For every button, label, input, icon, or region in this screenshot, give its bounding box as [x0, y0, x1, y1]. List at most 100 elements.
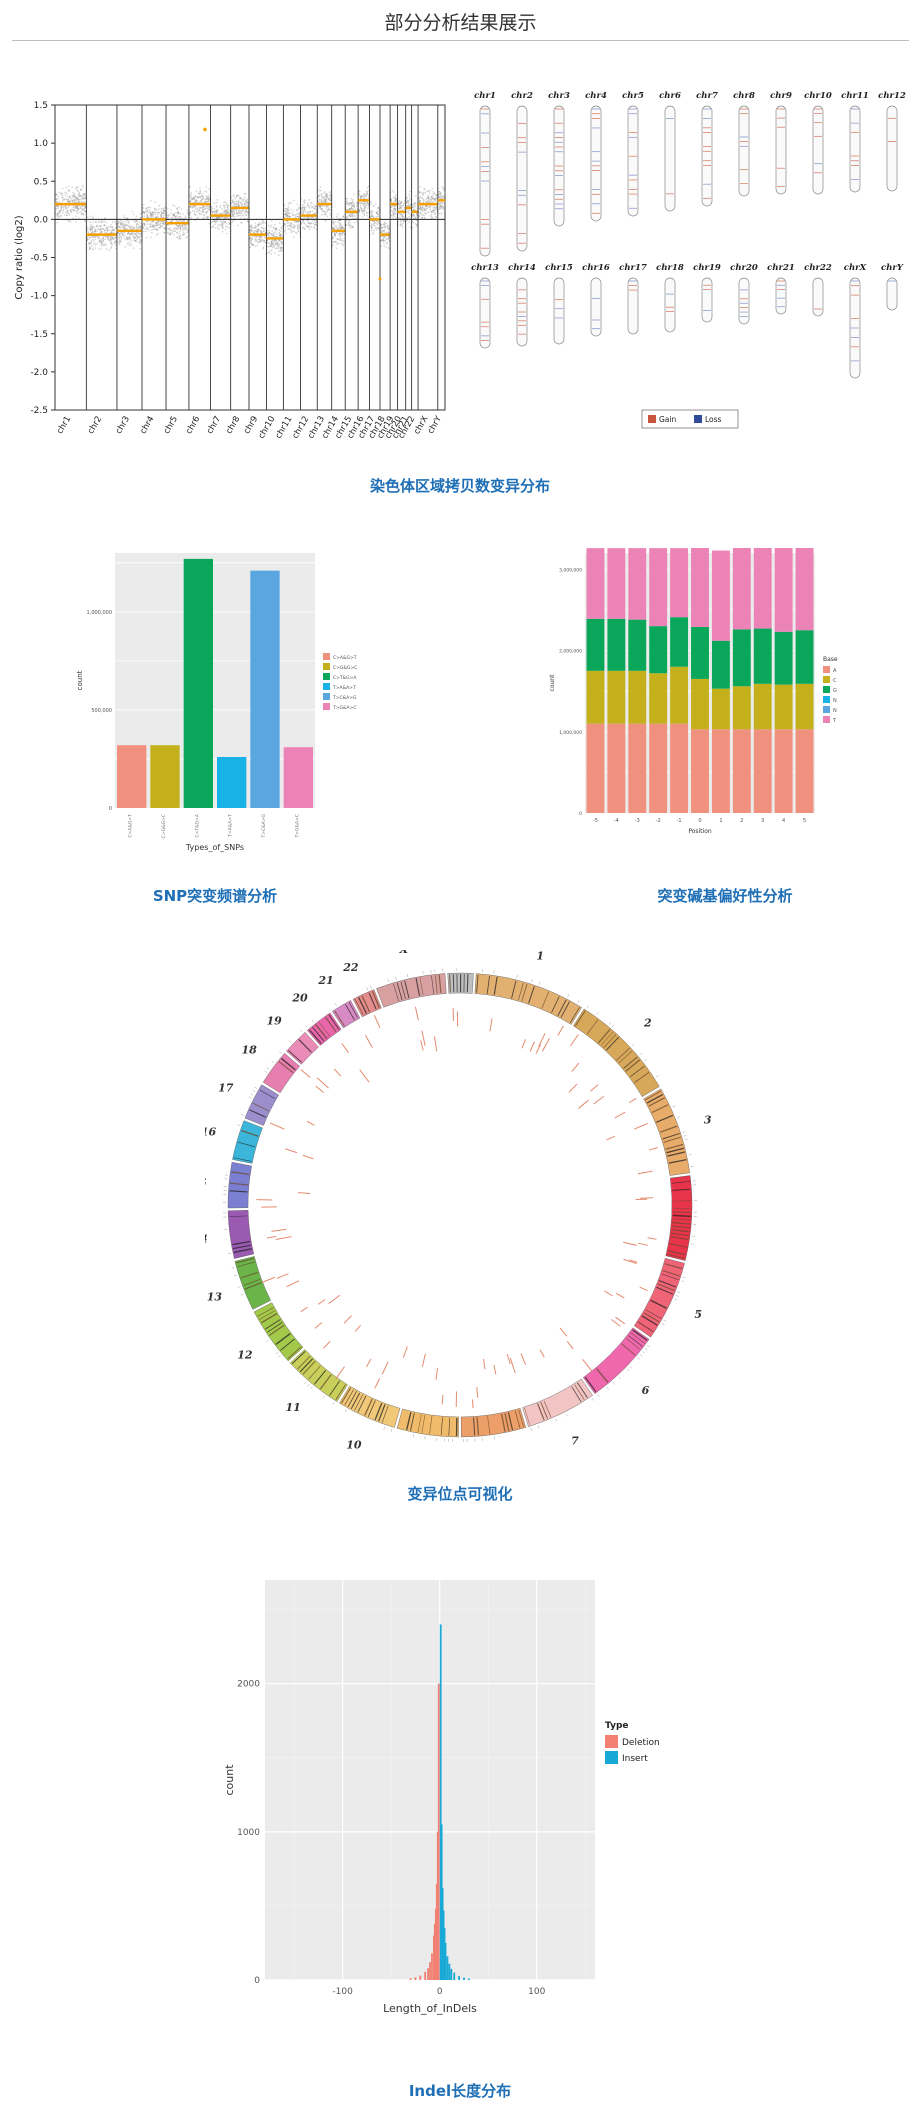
data-point	[111, 229, 114, 232]
data-point	[232, 201, 234, 203]
data-point	[339, 223, 342, 226]
cytoband	[629, 1065, 645, 1078]
variant-mark	[535, 1044, 541, 1054]
data-point	[56, 212, 59, 215]
data-point	[66, 209, 69, 211]
data-point	[438, 208, 441, 211]
data-point	[434, 207, 436, 209]
data-point	[195, 199, 198, 201]
data-point	[421, 216, 423, 219]
data-point	[349, 222, 351, 224]
data-point	[207, 216, 209, 218]
bar	[117, 745, 147, 808]
data-point	[351, 205, 354, 207]
data-point	[100, 240, 102, 242]
data-point	[366, 191, 369, 193]
chromosome-segment	[332, 1000, 361, 1029]
data-point	[443, 187, 446, 190]
data-point	[155, 228, 157, 231]
histogram-bar	[419, 1975, 422, 1980]
data-point	[75, 196, 77, 199]
data-point	[237, 194, 239, 196]
data-point	[431, 211, 433, 213]
data-point	[345, 202, 348, 204]
x-axis-label: Position	[688, 828, 712, 835]
data-point	[419, 207, 421, 210]
data-point	[436, 194, 438, 196]
scale-tick	[278, 1355, 281, 1358]
data-point	[336, 215, 338, 218]
data-point	[241, 204, 243, 207]
variant-mark	[414, 1006, 419, 1021]
data-point	[68, 205, 70, 208]
data-point	[82, 213, 85, 216]
data-point	[200, 206, 202, 209]
data-point	[158, 226, 161, 229]
data-point	[223, 201, 225, 204]
data-point	[364, 206, 367, 209]
data-point	[269, 232, 271, 234]
data-point	[60, 215, 62, 217]
bar-segment	[607, 618, 626, 671]
data-point	[394, 198, 397, 201]
data-point	[133, 237, 135, 239]
data-point	[193, 213, 196, 216]
data-point	[64, 194, 67, 196]
data-point	[324, 201, 327, 203]
data-point	[307, 204, 309, 206]
data-point	[216, 209, 218, 211]
scale-tick	[383, 1426, 385, 1430]
scale-tick	[305, 1025, 308, 1028]
data-point	[295, 221, 298, 224]
data-point	[101, 237, 104, 239]
data-point	[376, 211, 378, 214]
data-point	[403, 208, 406, 211]
data-point	[332, 226, 334, 229]
data-point	[351, 215, 354, 217]
legend-label: C	[833, 678, 837, 684]
data-point	[439, 192, 442, 195]
data-point	[65, 187, 67, 189]
data-point	[318, 205, 321, 208]
data-point	[435, 197, 438, 199]
data-point	[362, 210, 365, 212]
data-point	[118, 241, 121, 244]
data-point	[115, 240, 117, 243]
data-point	[393, 210, 395, 213]
data-point	[313, 204, 316, 206]
data-point	[128, 231, 130, 234]
data-point	[92, 238, 94, 241]
data-point	[278, 246, 280, 248]
variant-mark	[285, 1148, 298, 1154]
legend-swatch	[823, 686, 830, 693]
data-point	[239, 214, 241, 217]
data-point	[121, 226, 124, 229]
data-point	[102, 237, 105, 240]
chromosome-label: chr6	[659, 91, 681, 101]
data-point	[407, 202, 410, 205]
scale-tick	[334, 1003, 337, 1007]
chromosome-segment	[227, 1162, 252, 1209]
data-point	[383, 242, 385, 244]
data-point	[103, 231, 106, 233]
data-point	[310, 201, 312, 204]
data-point	[347, 223, 350, 225]
cytoband	[340, 1387, 352, 1404]
data-point	[225, 202, 228, 205]
data-point	[191, 207, 194, 209]
data-point	[78, 217, 80, 219]
bar-segment	[691, 678, 709, 730]
data-point	[311, 210, 314, 212]
data-point	[298, 215, 301, 217]
data-point	[197, 201, 199, 203]
cytoband	[632, 1329, 648, 1341]
data-point	[304, 210, 307, 213]
data-point	[332, 227, 335, 230]
cytoband	[400, 981, 406, 1000]
data-point	[135, 232, 137, 234]
data-point	[431, 195, 433, 197]
data-point	[97, 225, 99, 227]
data-point	[430, 201, 432, 204]
cytoband	[231, 1171, 250, 1176]
data-point	[126, 243, 128, 245]
